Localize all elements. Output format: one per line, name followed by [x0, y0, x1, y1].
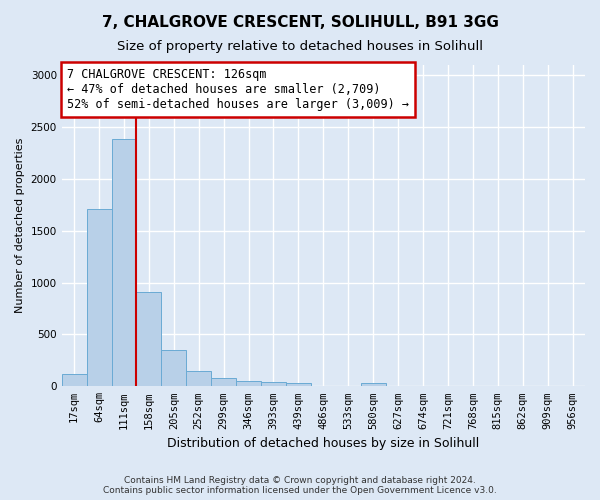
Text: 7 CHALGROVE CRESCENT: 126sqm
← 47% of detached houses are smaller (2,709)
52% of: 7 CHALGROVE CRESCENT: 126sqm ← 47% of de…	[67, 68, 409, 111]
Bar	[211, 378, 236, 386]
Text: Contains HM Land Registry data © Crown copyright and database right 2024.
Contai: Contains HM Land Registry data © Crown c…	[103, 476, 497, 495]
Bar	[286, 384, 311, 386]
Y-axis label: Number of detached properties: Number of detached properties	[15, 138, 25, 314]
Bar	[261, 382, 286, 386]
Bar	[161, 350, 186, 387]
X-axis label: Distribution of detached houses by size in Solihull: Distribution of detached houses by size …	[167, 437, 479, 450]
Text: Size of property relative to detached houses in Solihull: Size of property relative to detached ho…	[117, 40, 483, 53]
Bar	[136, 292, 161, 386]
Bar	[86, 209, 112, 386]
Bar	[361, 384, 386, 386]
Text: 7, CHALGROVE CRESCENT, SOLIHULL, B91 3GG: 7, CHALGROVE CRESCENT, SOLIHULL, B91 3GG	[101, 15, 499, 30]
Bar	[62, 374, 86, 386]
Bar	[112, 138, 136, 386]
Bar	[236, 381, 261, 386]
Bar	[186, 371, 211, 386]
